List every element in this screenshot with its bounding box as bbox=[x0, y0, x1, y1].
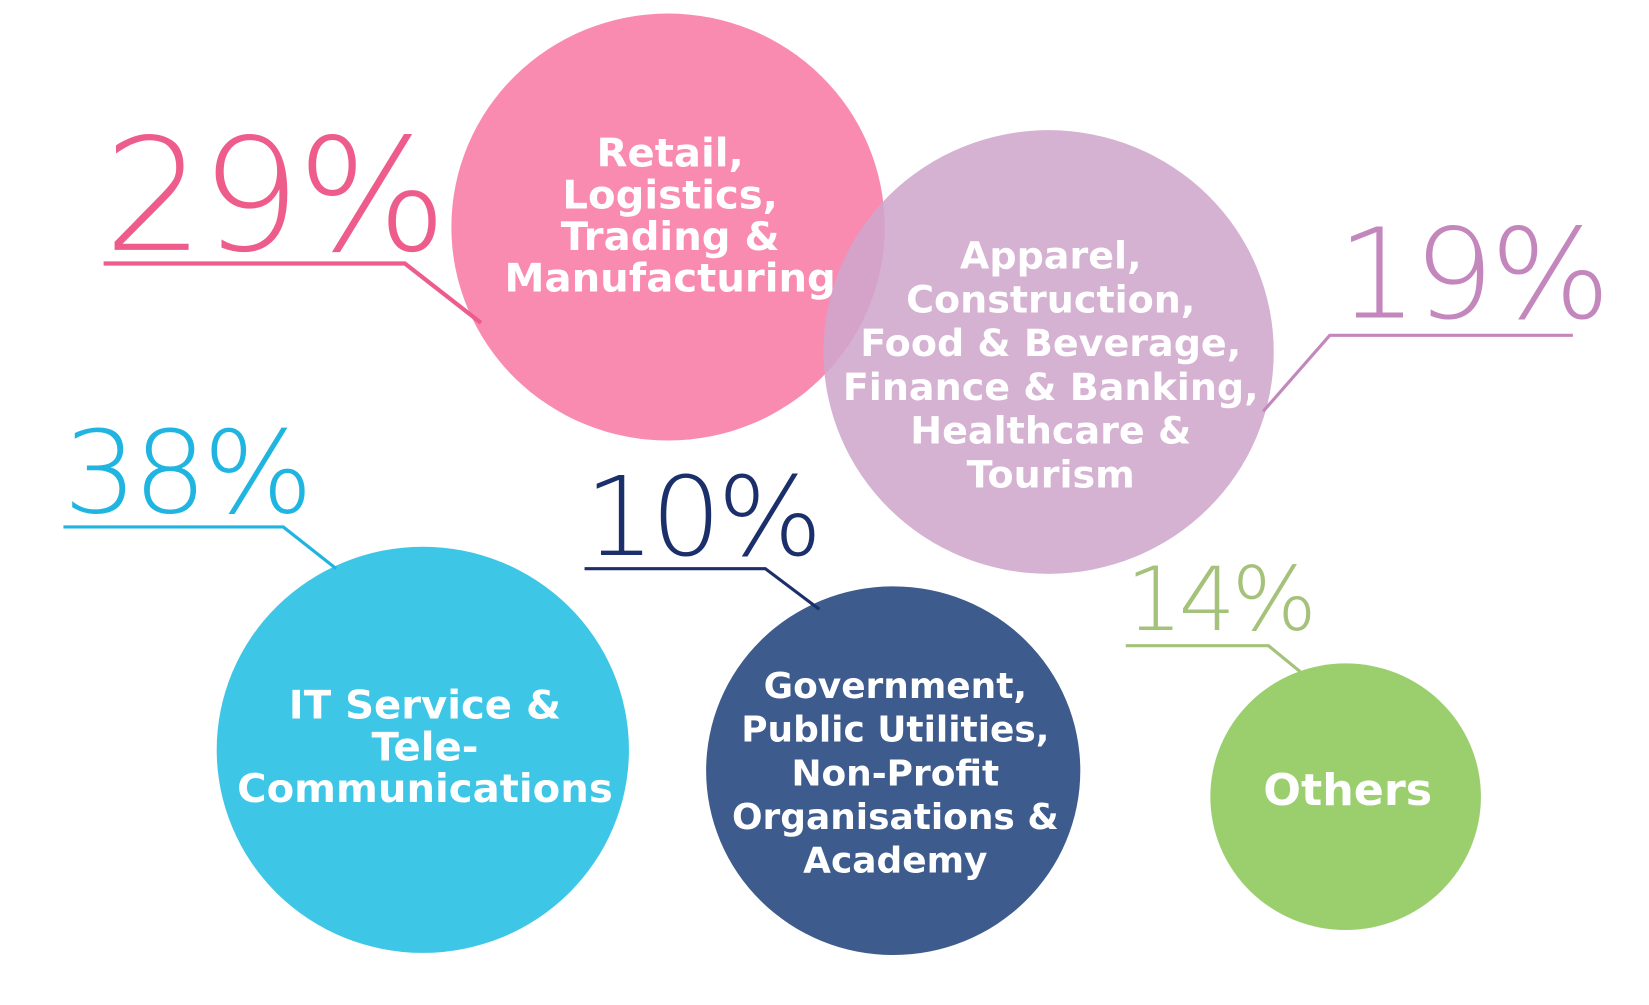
bubble-label-line: IT Service & bbox=[289, 683, 561, 729]
bubble-4 bbox=[1210, 663, 1481, 931]
bubble-label: Government, Public Utilities, Non-Profit Or… bbox=[732, 666, 1059, 882]
bubble-label-line: Logistics, bbox=[562, 173, 778, 219]
bubble-label-line: Manufacturing bbox=[505, 256, 836, 302]
bubble-label-line: Non-Profit bbox=[791, 753, 999, 794]
bubble-label-line: Trading & bbox=[561, 214, 780, 260]
leader-line bbox=[103, 261, 483, 325]
leader-line bbox=[1125, 644, 1302, 673]
bubble-1 bbox=[823, 130, 1274, 574]
bubble-label-line: Communications bbox=[237, 766, 613, 812]
value-label: 38% bbox=[63, 407, 309, 540]
bubble-label-line: Apparel, bbox=[960, 234, 1142, 278]
bubble-label-line: Healthcare & bbox=[910, 409, 1191, 453]
bubble-label: Apparel, Construction, Food & Beverage, Fin… bbox=[843, 234, 1259, 496]
bubble-label: IT Service & Tele-Communications bbox=[237, 683, 613, 812]
bubble-label: Retail, Logistics, Trading & Manufacturing bbox=[505, 131, 836, 302]
leader-line bbox=[1261, 333, 1573, 413]
bubble-label-line: Finance & Banking, bbox=[843, 365, 1259, 409]
bubble-label-line: Others bbox=[1263, 765, 1432, 816]
bubble-label-line: Organisations & bbox=[732, 797, 1059, 838]
bubble-label-line: Academy bbox=[803, 841, 987, 882]
bubble-label-line: Tourism bbox=[967, 453, 1135, 497]
leader-line bbox=[63, 525, 338, 570]
bubble-0 bbox=[451, 13, 885, 441]
bubble-3 bbox=[706, 586, 1081, 956]
bubble-label: Others bbox=[1263, 765, 1432, 816]
bubble-2 bbox=[216, 546, 629, 953]
bubble-label-line: Construction, bbox=[906, 278, 1195, 322]
bubble-label-line: Government, bbox=[764, 666, 1027, 707]
value-label: 10% bbox=[585, 454, 819, 581]
value-label: 19% bbox=[1337, 202, 1606, 348]
value-label: 29% bbox=[104, 106, 444, 288]
bubble-label-line: Tele- bbox=[371, 725, 478, 771]
bubble-label-line: Public Utilities, bbox=[741, 710, 1049, 751]
leader-line bbox=[584, 567, 821, 611]
bubble-label-line: Retail, bbox=[597, 131, 744, 177]
value-label: 14% bbox=[1126, 549, 1313, 652]
bubble-label-line: Food & Beverage, bbox=[860, 321, 1241, 365]
